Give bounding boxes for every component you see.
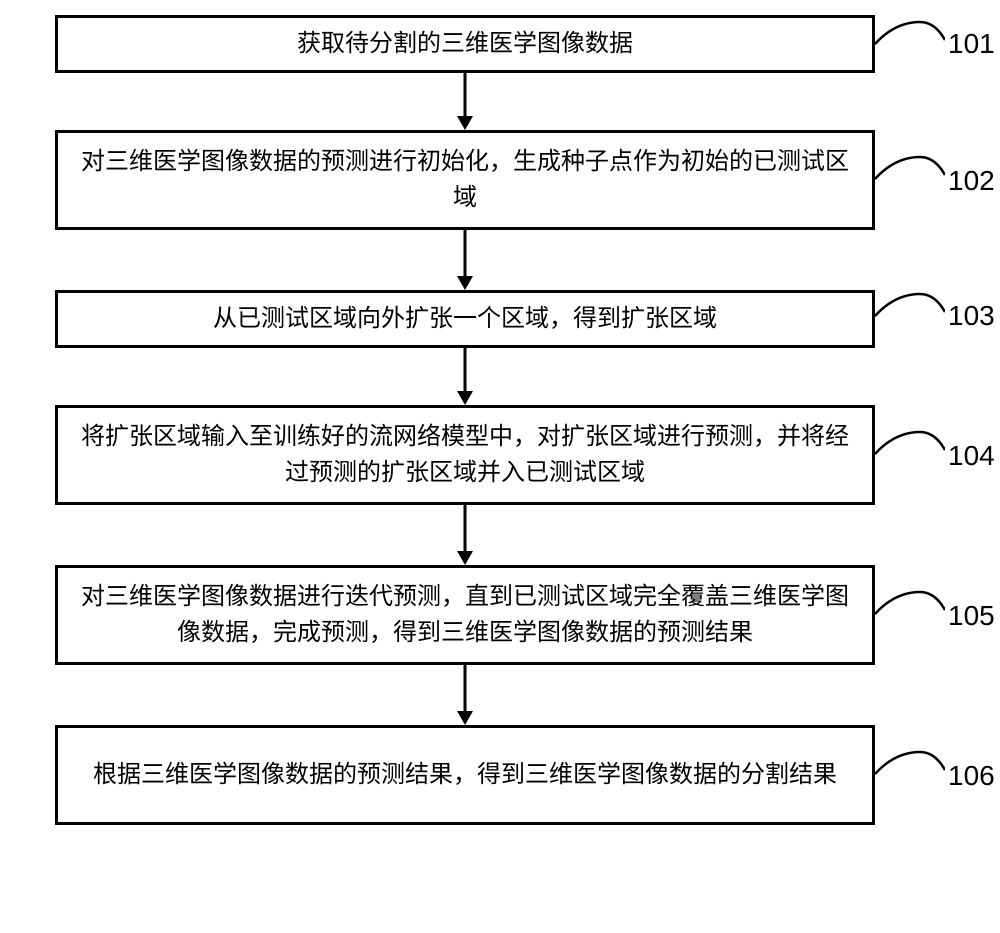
- flow-node-text: 将扩张区域输入至训练好的流网络模型中，对扩张区域进行预测，并将经过预测的扩张区域…: [76, 419, 854, 491]
- flow-node-text: 获取待分割的三维医学图像数据: [297, 26, 633, 62]
- flow-node-105: 对三维医学图像数据进行迭代预测，直到已测试区域完全覆盖三维医学图像数据，完成预测…: [55, 565, 875, 665]
- flow-node-text: 对三维医学图像数据的预测进行初始化，生成种子点作为初始的已测试区域: [76, 144, 854, 216]
- flow-node-103: 从已测试区域向外扩张一个区域，得到扩张区域: [55, 290, 875, 348]
- flow-node-101: 获取待分割的三维医学图像数据: [55, 15, 875, 73]
- lead-102: [875, 155, 945, 185]
- lead-105: [875, 590, 945, 620]
- flowchart-canvas: 获取待分割的三维医学图像数据 对三维医学图像数据的预测进行初始化，生成种子点作为…: [0, 0, 1000, 933]
- step-label-102: 102: [948, 165, 995, 197]
- step-label-105: 105: [948, 600, 995, 632]
- arrow-102-103: [450, 230, 480, 290]
- flow-node-106: 根据三维医学图像数据的预测结果，得到三维医学图像数据的分割结果: [55, 725, 875, 825]
- arrow-105-106: [450, 665, 480, 725]
- arrow-104-105: [450, 505, 480, 565]
- flow-node-text: 对三维医学图像数据进行迭代预测，直到已测试区域完全覆盖三维医学图像数据，完成预测…: [76, 579, 854, 651]
- step-label-106: 106: [948, 760, 995, 792]
- lead-104: [875, 430, 945, 460]
- step-label-104: 104: [948, 440, 995, 472]
- step-label-103: 103: [948, 300, 995, 332]
- arrow-103-104: [450, 348, 480, 405]
- flow-node-text: 根据三维医学图像数据的预测结果，得到三维医学图像数据的分割结果: [93, 757, 837, 793]
- step-label-101: 101: [948, 28, 995, 60]
- lead-103: [875, 292, 945, 322]
- flow-node-104: 将扩张区域输入至训练好的流网络模型中，对扩张区域进行预测，并将经过预测的扩张区域…: [55, 405, 875, 505]
- lead-106: [875, 750, 945, 780]
- lead-101: [875, 20, 945, 50]
- flow-node-text: 从已测试区域向外扩张一个区域，得到扩张区域: [213, 301, 717, 337]
- flow-node-102: 对三维医学图像数据的预测进行初始化，生成种子点作为初始的已测试区域: [55, 130, 875, 230]
- arrow-101-102: [450, 73, 480, 130]
